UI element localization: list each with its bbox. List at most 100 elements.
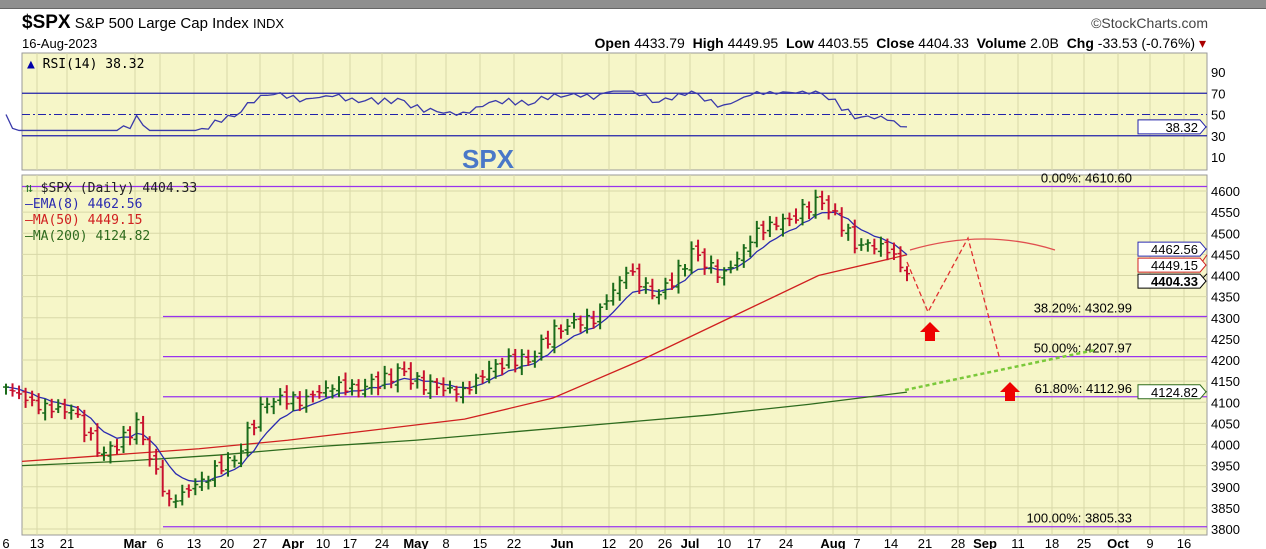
x-tick-label: 20 bbox=[220, 536, 234, 549]
x-tick-label: 6 bbox=[156, 536, 163, 549]
ema-legend: —EMA(8) 4462.56 bbox=[25, 197, 142, 212]
x-tick-label: 22 bbox=[507, 536, 521, 549]
chg-label: Chg bbox=[1066, 35, 1094, 51]
chg-value: -33.53 (-0.76%) bbox=[1097, 35, 1196, 51]
rsi-tag bbox=[1137, 119, 1207, 135]
y-tick-label: 3950 bbox=[1211, 459, 1240, 474]
low-label: Low bbox=[785, 35, 814, 51]
grid bbox=[22, 53, 1207, 535]
rsi-tick-label: 10 bbox=[1211, 150, 1225, 165]
x-tick-label: 13 bbox=[30, 536, 44, 549]
ma200-line bbox=[21, 391, 908, 467]
x-tick-label: 17 bbox=[747, 536, 761, 549]
x-tick-label: 16 bbox=[1177, 536, 1191, 549]
y-tick-label: 3900 bbox=[1211, 480, 1240, 495]
price-panel bbox=[21, 174, 1208, 536]
y-tick-label: 4550 bbox=[1211, 205, 1240, 220]
rsi-tick-label: 30 bbox=[1211, 129, 1225, 144]
stockcharts-brand[interactable]: ©StockCharts.com bbox=[1091, 15, 1208, 31]
close-value: 4404.33 bbox=[918, 35, 969, 51]
ma200-projection bbox=[904, 348, 1096, 392]
open-value: 4433.79 bbox=[634, 35, 685, 51]
ma50-legend: —MA(50) 4449.15 bbox=[25, 213, 142, 228]
y-tick-label: 4300 bbox=[1211, 311, 1240, 326]
rsi-tag-label: 38.32 bbox=[1165, 120, 1198, 135]
x-tick-label: Oct bbox=[1107, 536, 1129, 549]
rsi-legend: ▲ RSI(14) 38.32 bbox=[27, 57, 144, 72]
projection-arc bbox=[909, 238, 1056, 251]
price-tag bbox=[1137, 241, 1207, 257]
x-tick-label: May bbox=[403, 536, 429, 549]
x-tick-label: 18 bbox=[1045, 536, 1059, 549]
x-tick-label: 28 bbox=[951, 536, 965, 549]
fibonacci-label: 61.80%: 4112.96 bbox=[1035, 381, 1132, 396]
x-tick-label: Aug bbox=[820, 536, 845, 549]
y-tick-label: 4250 bbox=[1211, 332, 1240, 347]
low-value: 4403.55 bbox=[817, 35, 869, 51]
price-tag bbox=[1137, 273, 1207, 289]
x-tick-label: 10 bbox=[316, 536, 330, 549]
y-tick-label: 4000 bbox=[1211, 438, 1240, 453]
x-tick-label: 26 bbox=[658, 536, 672, 549]
y-tick-label: 4400 bbox=[1211, 269, 1240, 284]
volume-label: Volume bbox=[976, 35, 1027, 51]
x-tick-label: 20 bbox=[629, 536, 643, 549]
x-tick-label: Sep bbox=[973, 536, 997, 549]
chart-title: $SPX S&P 500 Large Cap Index INDX bbox=[22, 12, 284, 34]
exchange: INDX bbox=[252, 16, 285, 31]
x-tick-label: 6 bbox=[2, 536, 9, 549]
spx-annotation: SPX bbox=[462, 144, 515, 174]
x-tick-label: 11 bbox=[1011, 536, 1025, 549]
up-arrow-icon bbox=[920, 322, 940, 341]
price-tag bbox=[1137, 257, 1207, 273]
y-tick-label: 4450 bbox=[1211, 247, 1240, 262]
symbol: $SPX bbox=[22, 12, 71, 33]
x-tick-label: 9 bbox=[1146, 536, 1153, 549]
x-tick-label: 7 bbox=[853, 536, 860, 549]
ma50-line bbox=[21, 254, 908, 463]
fibonacci-label: 38.20%: 4302.99 bbox=[1034, 300, 1132, 315]
volume-value: 2.0B bbox=[1030, 35, 1059, 51]
chart-date: 16-Aug-2023 bbox=[22, 36, 98, 51]
high-value: 4449.95 bbox=[727, 35, 779, 51]
price-tag-label: 4449.15 bbox=[1151, 258, 1198, 273]
y-tick-label: 4500 bbox=[1211, 226, 1240, 241]
projection-path bbox=[906, 236, 1001, 361]
x-tick-label: 21 bbox=[60, 536, 74, 549]
rsi-tick-label: 90 bbox=[1211, 65, 1225, 80]
x-tick-label: 25 bbox=[1077, 536, 1091, 549]
x-tick-label: 24 bbox=[779, 536, 793, 549]
fibonacci-label: 0.00%: 4610.60 bbox=[1041, 171, 1132, 186]
x-tick-label: 21 bbox=[918, 536, 932, 549]
rsi-tick-label: 70 bbox=[1211, 86, 1225, 101]
y-tick-label: 4350 bbox=[1211, 290, 1240, 305]
x-tick-label: 10 bbox=[717, 536, 731, 549]
price-tag-label: 4462.56 bbox=[1151, 242, 1198, 257]
rsi-icon: ▲ bbox=[27, 57, 35, 72]
ohlc-summary: Open 4433.79 High 4449.95 Low 4403.55 Cl… bbox=[595, 35, 1206, 52]
x-tick-label: 14 bbox=[884, 536, 898, 549]
y-tick-label: 4200 bbox=[1211, 353, 1240, 368]
x-tick-label: Mar bbox=[123, 536, 146, 549]
down-arrow-icon: ▾ bbox=[1198, 35, 1206, 51]
x-tick-label: Jun bbox=[550, 536, 573, 549]
ohlc-icon: ⇅ bbox=[25, 181, 33, 196]
x-tick-label: 24 bbox=[375, 536, 389, 549]
price-tag bbox=[1137, 384, 1207, 400]
y-tick-label: 4100 bbox=[1211, 395, 1240, 410]
rsi-line bbox=[5, 90, 908, 132]
x-tick-label: 15 bbox=[473, 536, 487, 549]
browser-top-bar bbox=[0, 0, 1266, 9]
up-arrow-icon bbox=[1000, 382, 1020, 401]
x-tick-label: 17 bbox=[343, 536, 357, 549]
x-tick-label: Apr bbox=[282, 536, 304, 549]
fibonacci-label: 100.00%: 3805.33 bbox=[1026, 511, 1132, 526]
x-tick-label: Jul bbox=[681, 536, 700, 549]
ma200-legend: —MA(200) 4124.82 bbox=[25, 229, 150, 244]
price-tag-label: 4124.82 bbox=[1151, 385, 1198, 400]
y-tick-label: 3800 bbox=[1211, 522, 1240, 537]
price-tag-label: 4404.33 bbox=[1151, 274, 1198, 289]
x-tick-label: 27 bbox=[253, 536, 267, 549]
rsi-tick-label: 50 bbox=[1211, 108, 1225, 123]
x-tick-label: 12 bbox=[602, 536, 616, 549]
